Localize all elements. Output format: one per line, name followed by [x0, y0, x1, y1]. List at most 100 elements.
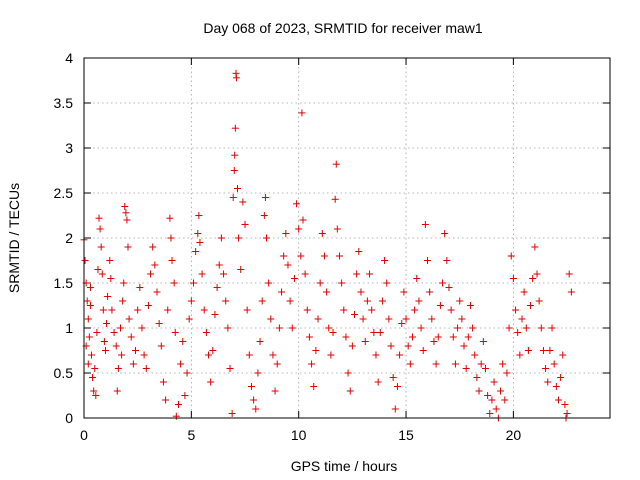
data-point	[93, 329, 101, 336]
data-point	[159, 378, 167, 386]
y-tick-label: 3	[65, 140, 73, 156]
data-point	[231, 151, 239, 159]
data-point	[563, 410, 571, 417]
data-point	[554, 396, 562, 404]
data-point	[200, 306, 208, 314]
data-point	[120, 279, 128, 287]
data-point	[107, 275, 115, 282]
data-point	[290, 275, 298, 282]
data-point	[86, 302, 94, 309]
data-point	[381, 257, 389, 264]
data-point	[99, 306, 107, 314]
data-point	[97, 243, 105, 251]
plot-frame	[83, 57, 611, 419]
data-point	[342, 333, 350, 341]
data-point	[209, 347, 217, 354]
data-point	[402, 315, 410, 323]
data-point	[142, 365, 150, 372]
x-tick-label: 15	[398, 427, 414, 443]
y-tick-label: 0	[65, 410, 73, 426]
data-point	[273, 360, 281, 368]
data-point	[503, 369, 511, 377]
data-point	[125, 315, 133, 323]
data-point	[516, 351, 524, 359]
data-point	[411, 306, 419, 314]
data-point	[228, 410, 236, 417]
data-point	[361, 338, 369, 345]
data-point	[235, 234, 243, 242]
data-point	[157, 342, 165, 350]
data-point	[338, 279, 346, 287]
data-point	[88, 351, 96, 359]
data-point	[529, 275, 537, 282]
data-point	[458, 315, 466, 323]
data-point	[164, 306, 172, 314]
data-point	[108, 306, 116, 314]
data-point	[333, 225, 341, 233]
data-point	[335, 252, 343, 260]
data-point	[312, 347, 320, 354]
data-point	[136, 284, 144, 291]
data-point	[514, 329, 522, 336]
data-point	[202, 329, 210, 336]
data-point	[267, 315, 275, 323]
data-point	[355, 248, 363, 255]
data-point	[484, 392, 492, 399]
data-point	[331, 195, 339, 203]
data-point	[535, 297, 543, 305]
data-point	[318, 230, 326, 237]
data-point	[404, 342, 412, 350]
data-point	[305, 333, 313, 341]
data-point	[359, 315, 367, 323]
data-point	[464, 333, 472, 341]
data-point	[299, 216, 307, 224]
data-point	[196, 239, 204, 246]
data-point	[340, 306, 348, 314]
data-point	[192, 248, 200, 255]
data-point	[417, 324, 425, 332]
data-point	[96, 225, 104, 233]
data-point	[325, 324, 333, 332]
data-point	[479, 338, 487, 345]
data-point	[269, 351, 277, 359]
data-point	[456, 297, 464, 305]
data-point	[153, 288, 161, 296]
data-point	[310, 383, 318, 390]
data-point	[179, 338, 187, 345]
data-point	[134, 306, 142, 314]
data-point	[368, 306, 376, 314]
data-point	[378, 297, 386, 305]
data-point	[260, 212, 268, 219]
data-point	[533, 270, 541, 278]
data-point	[351, 311, 359, 318]
data-point	[301, 270, 309, 278]
data-point	[400, 288, 408, 296]
data-point	[295, 225, 303, 233]
data-point	[507, 252, 515, 260]
data-point	[445, 284, 453, 291]
tick-layer: 0 0.5 1 1.5 2 2.5 3 3.5 4 0 5 10 15 20	[54, 50, 610, 443]
data-point	[207, 378, 215, 386]
data-point	[557, 374, 565, 381]
data-point	[454, 324, 462, 332]
data-point	[303, 306, 311, 314]
data-point	[546, 347, 554, 354]
data-point	[149, 243, 157, 251]
grid-layer	[84, 58, 610, 418]
data-point	[419, 347, 427, 354]
data-point	[144, 302, 152, 309]
data-point	[308, 360, 316, 368]
data-point	[215, 261, 223, 269]
data-point	[398, 320, 406, 327]
data-point	[90, 387, 98, 395]
data-point	[537, 324, 545, 332]
data-point	[293, 200, 301, 208]
data-point	[481, 365, 489, 372]
data-point	[348, 342, 356, 350]
data-point	[316, 279, 324, 287]
data-point	[103, 320, 111, 327]
data-point	[413, 275, 421, 282]
data-point	[239, 198, 247, 206]
data-point	[353, 270, 361, 278]
data-point	[104, 293, 112, 300]
